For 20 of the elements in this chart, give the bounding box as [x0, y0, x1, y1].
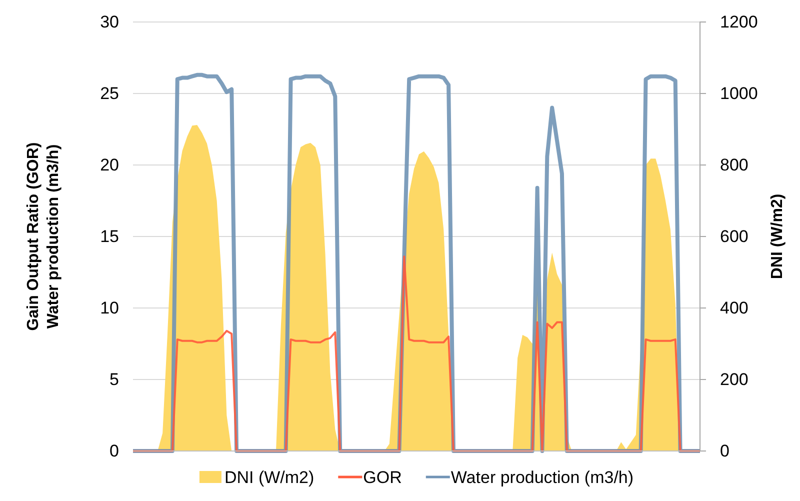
y2-tick-label: 800 — [720, 155, 748, 174]
y2-tick-label: 0 — [720, 441, 730, 460]
y2-tick-label: 1200 — [720, 12, 758, 32]
y2-axis-title: DNI (W/m2) — [769, 194, 786, 280]
y2-tick-label: 400 — [720, 298, 748, 318]
legend-label: GOR — [363, 468, 402, 487]
y2-tick-label: 600 — [720, 226, 748, 246]
y-tick-label: 15 — [100, 226, 119, 246]
line-series — [132, 256, 701, 452]
y-tick-label: 5 — [110, 370, 119, 389]
y-tick-label: 30 — [100, 12, 119, 32]
y2-tick-label: 200 — [720, 370, 748, 389]
y-tick-label: 0 — [110, 441, 119, 460]
legend-label: Water production (m3/h) — [450, 468, 634, 487]
y-axis-title: Gain Output Ratio (GOR) Water production (m3/h) — [25, 142, 62, 331]
y-tick-label: 10 — [100, 298, 119, 318]
y-tick-label: 25 — [100, 84, 119, 103]
y-tick-label: 20 — [100, 155, 119, 174]
legend-label: DNI (W/m2) — [224, 468, 314, 487]
y2-tick-label: 1000 — [720, 84, 758, 103]
